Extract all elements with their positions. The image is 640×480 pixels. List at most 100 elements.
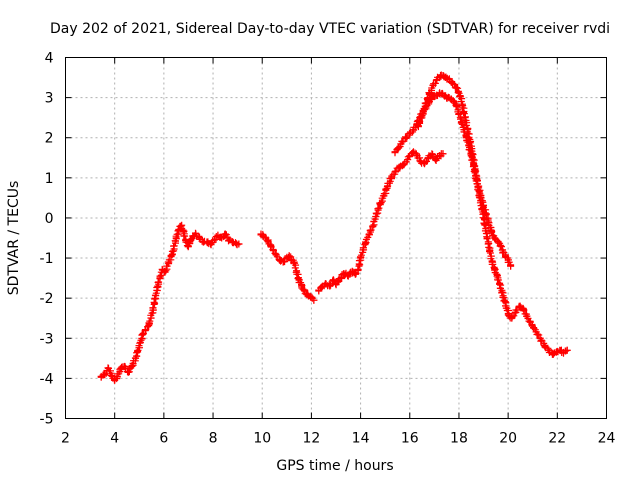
data-point [380, 192, 388, 200]
data-point [337, 274, 345, 282]
data-point [184, 242, 192, 250]
data-point [395, 144, 403, 152]
x-tick-label: 6 [159, 431, 168, 447]
data-point [318, 282, 326, 290]
data-point [306, 292, 314, 300]
data-point [132, 354, 140, 362]
data-point [449, 80, 457, 88]
data-point [111, 376, 119, 384]
data-point [422, 100, 430, 108]
data-point [177, 222, 185, 230]
x-axis-label: GPS time / hours [276, 458, 393, 474]
data-point [421, 160, 429, 168]
data-point [476, 194, 484, 202]
data-point [471, 166, 479, 174]
data-point [384, 182, 392, 190]
data-point [387, 174, 395, 182]
data-point [491, 266, 499, 274]
data-point [137, 338, 145, 346]
data-point [428, 150, 436, 158]
data-point [168, 250, 176, 258]
data-point [302, 290, 310, 298]
data-point [141, 326, 149, 334]
data-point [488, 258, 496, 266]
series-3 [315, 148, 447, 295]
data-point [279, 258, 287, 266]
data-point [192, 230, 200, 238]
data-point [101, 370, 109, 378]
data-point [429, 82, 437, 90]
data-point [128, 362, 136, 370]
data-point [196, 234, 204, 242]
data-point [459, 102, 467, 110]
data-point [175, 226, 183, 234]
data-point [534, 330, 542, 338]
data-point [450, 98, 458, 106]
data-point [225, 236, 233, 244]
data-point [559, 348, 567, 356]
data-point [332, 280, 340, 288]
data-point [424, 154, 432, 162]
data-point [468, 150, 476, 158]
data-point [457, 118, 465, 126]
data-point [352, 270, 360, 278]
data-point [478, 206, 486, 214]
data-point [391, 148, 399, 156]
data-point [218, 234, 226, 242]
data-point [519, 304, 527, 312]
y-tick-label: 4 [45, 51, 54, 67]
data-point [508, 314, 516, 322]
data-point [310, 296, 318, 304]
data-point [452, 84, 460, 92]
data-point [556, 346, 564, 354]
data-point [293, 268, 301, 276]
y-tick-label: -3 [40, 331, 54, 347]
data-point [433, 76, 441, 84]
data-point [409, 126, 417, 134]
y-tick-label: -2 [40, 291, 54, 307]
data-point [97, 372, 105, 380]
data-point [117, 364, 125, 372]
data-point [172, 234, 180, 242]
data-point [149, 306, 157, 314]
x-tick-label: 2 [61, 431, 70, 447]
data-point [515, 302, 523, 310]
data-point [402, 134, 410, 142]
x-tick-label: 12 [302, 431, 320, 447]
x-tick-label: 4 [110, 431, 119, 447]
data-point [298, 282, 306, 290]
data-point [563, 346, 571, 354]
data-point [456, 92, 464, 100]
data-point [285, 252, 293, 260]
data-point [391, 168, 399, 176]
y-axis-label: SDTVAR / TECUs [6, 181, 22, 296]
data-point [413, 152, 421, 160]
data-point [466, 138, 474, 146]
x-tick-label: 14 [352, 431, 370, 447]
data-point [398, 138, 406, 146]
data-point [464, 126, 472, 134]
data-point [504, 256, 512, 264]
data-point [489, 232, 497, 240]
data-point [439, 150, 447, 158]
data-point [113, 372, 121, 380]
data-point [269, 246, 277, 254]
data-point [425, 90, 433, 98]
series-5 [414, 71, 571, 358]
data-point [417, 158, 425, 166]
data-point [493, 272, 501, 280]
data-point [484, 218, 492, 226]
data-point [406, 130, 414, 138]
data-point [315, 286, 323, 294]
data-point [530, 324, 538, 332]
data-point [221, 230, 229, 238]
data-point [548, 350, 556, 358]
x-tick-label: 16 [401, 431, 419, 447]
data-point [365, 230, 373, 238]
x-axis-tick-labels: 2 4 6 8 10 12 14 16 18 20 22 24 [61, 431, 615, 447]
data-point [445, 76, 453, 84]
data-point [161, 268, 169, 276]
data-point [229, 238, 237, 246]
data-point [512, 308, 520, 316]
